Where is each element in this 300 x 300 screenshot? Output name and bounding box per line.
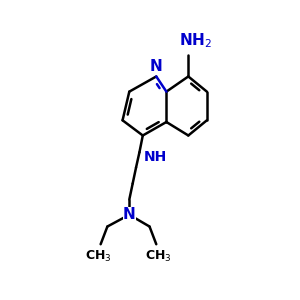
Text: N: N <box>150 59 163 74</box>
Text: CH$_3$: CH$_3$ <box>85 249 111 264</box>
Text: CH$_3$: CH$_3$ <box>146 249 172 264</box>
Text: N: N <box>123 207 136 222</box>
Text: NH: NH <box>143 150 167 164</box>
Text: NH$_2$: NH$_2$ <box>179 32 212 50</box>
